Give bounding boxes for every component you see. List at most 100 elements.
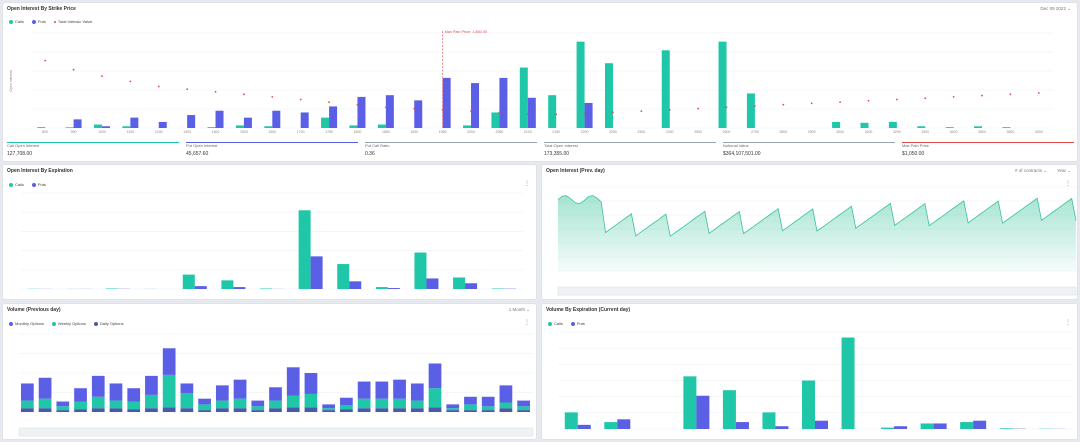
total-value-point	[981, 94, 983, 97]
vol-daily-bar	[91, 408, 105, 412]
puts-dot-icon	[570, 321, 575, 326]
chevron-down-icon: ⌄	[526, 307, 530, 312]
calls-dot-icon	[9, 19, 13, 24]
strike-call-bar	[519, 67, 528, 128]
vol-monthly-bar	[180, 383, 194, 393]
legend-monthly[interactable]: Monthly Options	[9, 321, 44, 326]
vexp-put-bar	[696, 395, 710, 429]
vol-daily-bar	[340, 409, 353, 412]
legend-weekly[interactable]: Weekly Options	[51, 321, 86, 326]
total-value-point	[725, 106, 728, 109]
legend-puts[interactable]: Puts	[570, 321, 585, 326]
vol-weekly-bar	[215, 400, 229, 409]
legend-calls[interactable]: Calls	[9, 182, 24, 187]
vexp-put-bar	[775, 426, 789, 429]
vol-weekly-bar	[304, 393, 318, 408]
units-select[interactable]: # of contracts ⌄	[1015, 168, 1047, 174]
strike-put-bar	[73, 119, 82, 128]
total-value-point	[668, 108, 671, 111]
total-value-point	[810, 102, 813, 105]
strike-put-bar	[357, 96, 366, 128]
monthly-dot-icon	[9, 321, 13, 326]
vol-weekly-bar	[375, 398, 389, 409]
vol-monthly-bar	[91, 375, 105, 397]
strike-call-bar	[576, 41, 585, 128]
vol-weekly-bar	[322, 408, 336, 411]
vol-daily-bar	[21, 408, 34, 412]
exp-call-bar	[375, 287, 388, 289]
vol-weekly-bar	[180, 392, 194, 409]
vol-monthly-bar	[464, 396, 477, 405]
vol-weekly-bar	[233, 398, 247, 409]
date-select[interactable]: Dec 09 2022 ⌄	[1040, 6, 1071, 12]
total-value-point	[583, 112, 586, 115]
panel-title: Volume (Previous day)	[7, 307, 61, 313]
strike-put-bar	[158, 121, 167, 128]
stat-label: Max Pain Price	[902, 143, 929, 148]
strike-call-bar	[491, 112, 500, 128]
vol-weekly-bar	[393, 398, 406, 409]
x-tick-label: 3600	[1007, 130, 1015, 134]
vol-daily-bar	[446, 410, 460, 412]
more-menu-icon[interactable]: ⋮	[524, 181, 530, 187]
strike-put-bar	[385, 95, 394, 128]
legend-daily[interactable]: Daily Options	[93, 321, 124, 326]
legend-label: Weekly Options	[57, 321, 86, 326]
vol-daily-bar	[74, 409, 87, 412]
total-value-point	[186, 88, 189, 91]
x-tick-label: 2600	[723, 130, 731, 134]
total-value-point	[157, 85, 160, 88]
legend-calls-label: Calls	[15, 19, 24, 24]
legend-puts-label: Puts	[37, 19, 46, 24]
legend-calls[interactable]: Calls	[9, 19, 24, 24]
legend-label: Monthly Options	[15, 321, 44, 326]
vol-daily-bar	[499, 408, 513, 412]
vexp-call-bar	[920, 423, 934, 429]
legend-puts[interactable]: Puts	[31, 19, 46, 24]
chevron-down-icon: ⌄	[1067, 168, 1071, 173]
more-menu-icon[interactable]: ⋮	[1065, 181, 1071, 187]
strike-put-bar	[215, 110, 224, 128]
vol-monthly-bar	[21, 383, 34, 401]
vol-weekly-bar	[499, 402, 513, 409]
vol-weekly-bar	[198, 404, 211, 411]
strike-put-bar	[272, 110, 281, 128]
strike-call-bar	[377, 124, 386, 128]
vexp-call-bar	[604, 422, 618, 429]
volume-expiration-chart	[558, 331, 1072, 430]
oi-line	[557, 194, 1077, 237]
range-navigator	[557, 286, 1077, 296]
total-value-point	[555, 113, 558, 116]
strike-put-bar	[130, 117, 139, 128]
x-tick-label: 2800	[779, 130, 787, 134]
period-select[interactable]: 1 Month ⌄	[509, 307, 530, 313]
total-value-point	[101, 75, 103, 78]
more-menu-icon[interactable]: ⋮	[524, 320, 530, 326]
stat-value: 0.36	[365, 151, 375, 157]
exp-call-bar	[414, 252, 427, 289]
vol-weekly-bar	[517, 406, 530, 411]
legend-puts[interactable]: Puts	[31, 182, 46, 187]
vol-monthly-bar	[233, 379, 247, 399]
range-select[interactable]: Year ⌄	[1057, 168, 1071, 174]
vol-daily-bar	[464, 410, 477, 412]
units-value: # of contracts	[1014, 168, 1042, 173]
vol-monthly-bar	[304, 373, 318, 394]
legend-calls[interactable]: Calls	[548, 321, 563, 326]
strike-call-bar	[207, 127, 216, 128]
chevron-down-icon: ⌄	[1067, 6, 1071, 11]
vol-daily-bar	[215, 408, 229, 412]
strike-call-bar	[65, 127, 74, 128]
vol-daily-bar	[517, 410, 530, 412]
exp-call-bar	[221, 280, 234, 289]
total-value-point	[129, 80, 132, 83]
vexp-call-bar	[683, 376, 697, 429]
stat-put-call-ratio: Put Call Ratio 0.36	[365, 142, 537, 161]
legend-total[interactable]: Total Intrinsic Value	[53, 19, 92, 24]
strike-call-bar	[1002, 127, 1011, 128]
more-menu-icon[interactable]: ⋮	[1065, 320, 1071, 326]
vexp-call-bar	[999, 428, 1013, 429]
strike-call-bar	[321, 117, 330, 128]
vol-weekly-bar	[21, 400, 34, 409]
strike-call-bar	[945, 127, 954, 128]
